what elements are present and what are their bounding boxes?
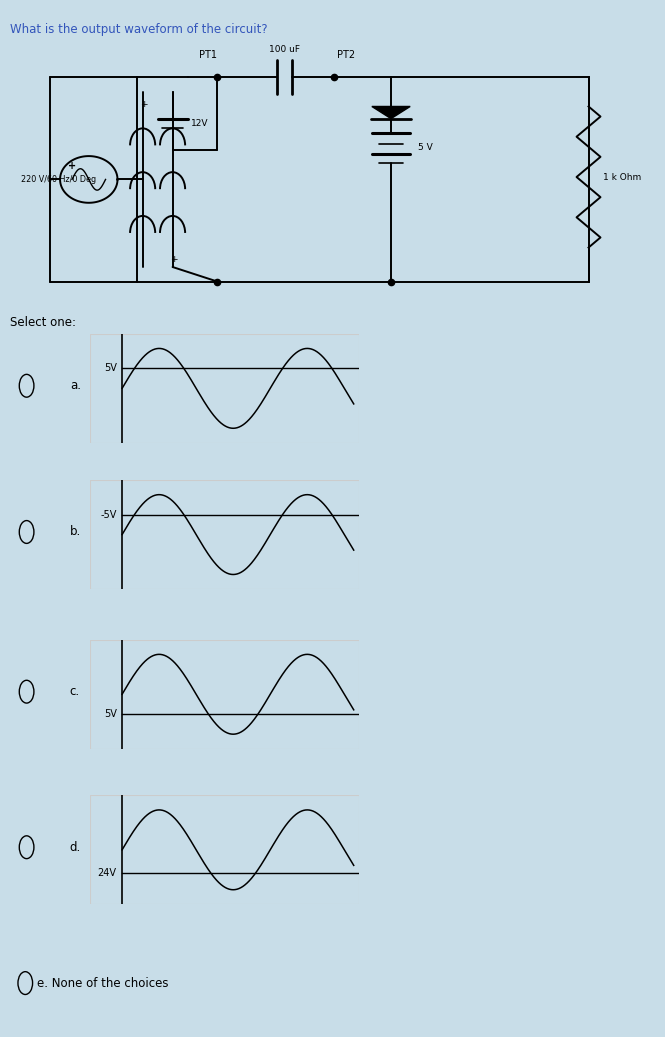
Text: PT2: PT2 (337, 50, 355, 60)
Polygon shape (372, 107, 410, 118)
Text: d.: d. (70, 841, 81, 853)
Bar (90, 795, 359, 904)
Text: e. None of the choices: e. None of the choices (37, 977, 168, 989)
Text: 5V: 5V (104, 709, 117, 720)
Bar (90, 334, 359, 443)
Text: 5V: 5V (104, 363, 117, 373)
Bar (90, 480, 359, 589)
Text: b.: b. (70, 526, 81, 538)
Text: +: + (170, 255, 178, 264)
Text: -5V: -5V (100, 509, 117, 520)
Text: Select one:: Select one: (10, 316, 76, 330)
Text: c.: c. (70, 685, 80, 698)
Text: +: + (140, 100, 148, 109)
Text: 12V: 12V (191, 119, 208, 128)
Text: 1 k Ohm: 1 k Ohm (604, 172, 642, 181)
Text: What is the output waveform of the circuit?: What is the output waveform of the circu… (10, 23, 267, 36)
Text: 220 V/60 Hz/0 Deg: 220 V/60 Hz/0 Deg (21, 175, 96, 184)
Text: a.: a. (70, 380, 81, 392)
Text: 24V: 24V (98, 868, 117, 878)
Text: +: + (68, 162, 76, 171)
Bar (90, 640, 359, 749)
Text: PT1: PT1 (200, 50, 217, 60)
Text: 100 uF: 100 uF (269, 45, 300, 54)
Text: 5 V: 5 V (418, 143, 433, 152)
